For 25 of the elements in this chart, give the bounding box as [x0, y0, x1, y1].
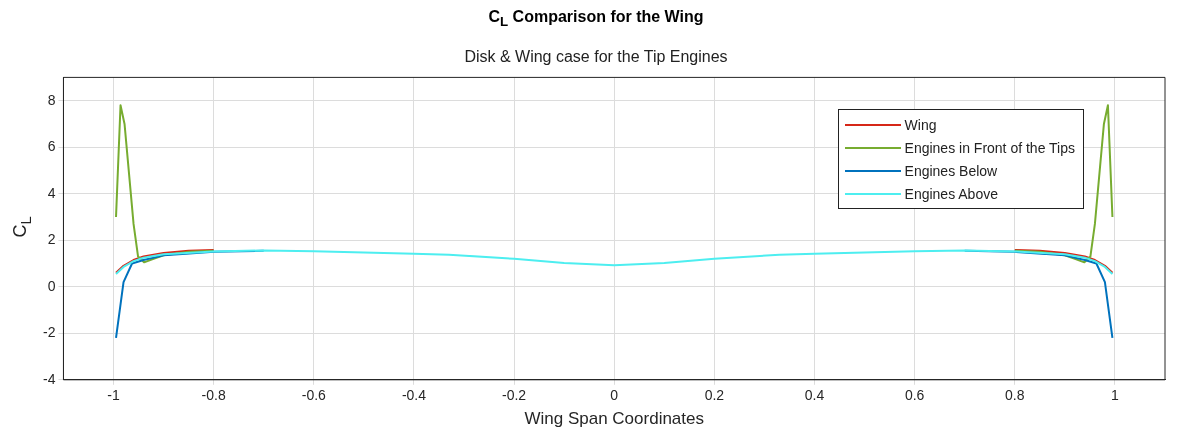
legend-label: Engines in Front of the Tips: [904, 139, 1075, 156]
legend-label: Engines Below: [904, 162, 998, 179]
x-tick-label: 1: [1111, 387, 1120, 404]
x-tick-label: -0.4: [401, 387, 427, 404]
y-tick-label: 0: [47, 277, 56, 294]
y-tick-label: -4: [43, 370, 56, 387]
y-tick-label: 6: [47, 138, 56, 155]
y-tick-label: 4: [47, 184, 56, 201]
y-tick-label: 8: [47, 91, 56, 108]
x-tick-label: 0.2: [704, 387, 725, 404]
chart-title: C$_{L}$ Comparison for the Wing: [487, 8, 705, 30]
x-tick-label: 0.8: [1005, 387, 1025, 404]
x-tick-label: -0.8: [201, 387, 226, 404]
legend-label: Engines Above: [904, 185, 998, 202]
x-axis-title: Wing Span Coordinates: [524, 409, 704, 429]
legend-label: Wing: [904, 116, 937, 133]
x-tick-label: -1: [107, 387, 120, 404]
chart-subtitle: Disk & Wing case for the Tip Engines: [463, 48, 729, 66]
x-tick-label: 0.6: [904, 387, 925, 404]
x-tick-label: 0: [610, 387, 619, 404]
y-tick-label: -2: [43, 324, 56, 341]
x-tick-label: 0.4: [804, 387, 825, 404]
x-tick-label: -0.6: [301, 387, 327, 404]
x-tick-label: -0.2: [502, 387, 527, 404]
y-tick-label: 2: [47, 231, 56, 248]
